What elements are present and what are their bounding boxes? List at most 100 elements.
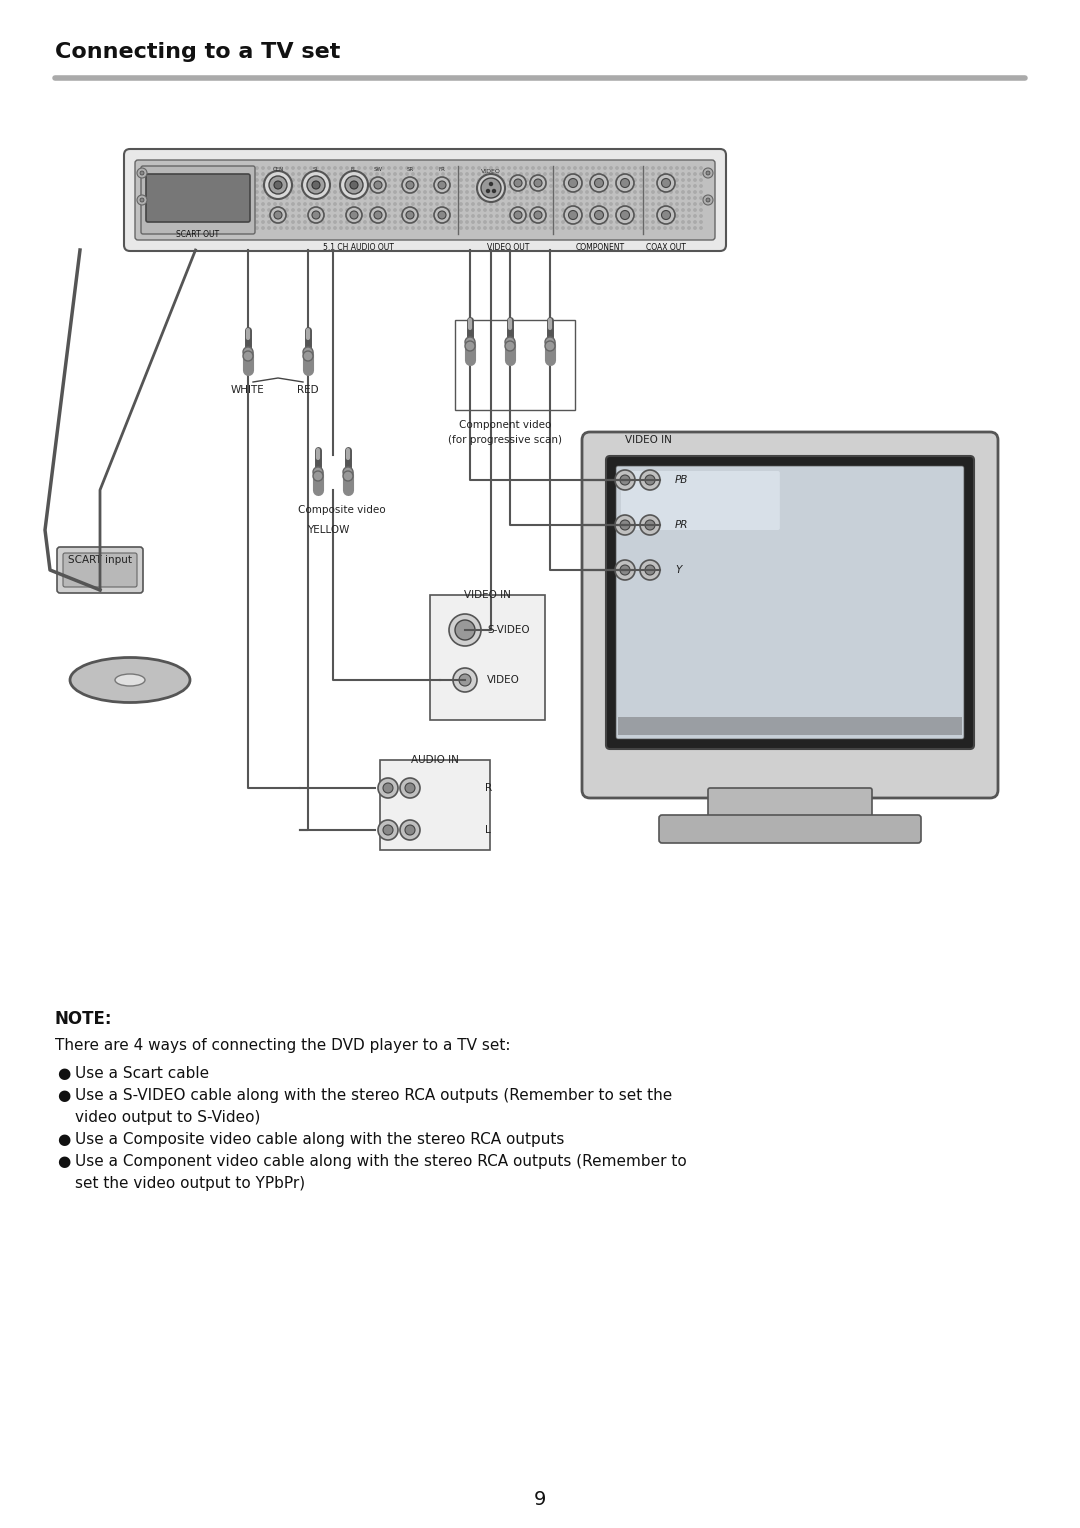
Circle shape: [454, 173, 456, 176]
Circle shape: [322, 197, 324, 199]
Circle shape: [490, 167, 492, 170]
Circle shape: [505, 338, 515, 347]
Circle shape: [652, 226, 654, 229]
Circle shape: [544, 222, 546, 223]
Circle shape: [315, 167, 319, 170]
Circle shape: [202, 209, 204, 211]
Circle shape: [568, 203, 570, 205]
Circle shape: [370, 206, 386, 223]
Circle shape: [472, 209, 474, 211]
Circle shape: [178, 203, 180, 205]
Circle shape: [315, 191, 319, 193]
Circle shape: [202, 226, 204, 229]
Circle shape: [244, 215, 246, 217]
Circle shape: [661, 211, 671, 220]
Circle shape: [178, 215, 180, 217]
Circle shape: [376, 203, 378, 205]
Circle shape: [658, 185, 660, 188]
Circle shape: [280, 222, 282, 223]
Circle shape: [418, 215, 420, 217]
Circle shape: [627, 173, 631, 176]
Circle shape: [364, 173, 366, 176]
Circle shape: [226, 226, 228, 229]
Circle shape: [148, 226, 150, 229]
Circle shape: [220, 222, 222, 223]
Circle shape: [616, 191, 618, 193]
Circle shape: [394, 222, 396, 223]
Circle shape: [492, 189, 496, 193]
Circle shape: [568, 179, 570, 182]
Circle shape: [598, 197, 600, 199]
Circle shape: [442, 173, 444, 176]
Circle shape: [700, 179, 702, 182]
Circle shape: [434, 206, 450, 223]
Circle shape: [286, 209, 288, 211]
Circle shape: [328, 173, 330, 176]
Circle shape: [490, 191, 492, 193]
Circle shape: [334, 222, 336, 223]
Circle shape: [531, 215, 535, 217]
Circle shape: [622, 173, 624, 176]
Circle shape: [693, 203, 697, 205]
Circle shape: [423, 191, 427, 193]
Circle shape: [141, 185, 145, 188]
Circle shape: [190, 173, 192, 176]
Circle shape: [400, 821, 420, 840]
Circle shape: [172, 191, 174, 193]
Circle shape: [664, 226, 666, 229]
Circle shape: [610, 203, 612, 205]
Circle shape: [274, 185, 276, 188]
Circle shape: [364, 197, 366, 199]
Circle shape: [346, 209, 348, 211]
Circle shape: [166, 222, 168, 223]
Circle shape: [232, 226, 234, 229]
Circle shape: [340, 171, 368, 199]
Circle shape: [700, 203, 702, 205]
Circle shape: [383, 782, 393, 793]
Circle shape: [369, 191, 373, 193]
Circle shape: [550, 215, 552, 217]
Circle shape: [580, 209, 582, 211]
Circle shape: [261, 209, 265, 211]
Circle shape: [703, 196, 713, 205]
Circle shape: [585, 185, 589, 188]
Circle shape: [268, 167, 270, 170]
Circle shape: [568, 215, 570, 217]
Circle shape: [357, 226, 361, 229]
Circle shape: [531, 167, 535, 170]
Circle shape: [394, 197, 396, 199]
Circle shape: [508, 203, 510, 205]
Circle shape: [442, 167, 444, 170]
Circle shape: [568, 197, 570, 199]
Circle shape: [340, 203, 342, 205]
Circle shape: [148, 215, 150, 217]
Circle shape: [141, 222, 145, 223]
Circle shape: [166, 197, 168, 199]
Circle shape: [352, 167, 354, 170]
Circle shape: [604, 179, 606, 182]
Circle shape: [340, 215, 342, 217]
Circle shape: [411, 226, 415, 229]
Circle shape: [303, 197, 307, 199]
Circle shape: [382, 173, 384, 176]
Text: NOTE:: NOTE:: [55, 1010, 112, 1028]
Circle shape: [274, 203, 276, 205]
Circle shape: [280, 215, 282, 217]
Circle shape: [556, 191, 558, 193]
Circle shape: [226, 191, 228, 193]
Circle shape: [472, 226, 474, 229]
Circle shape: [153, 167, 157, 170]
Circle shape: [238, 197, 240, 199]
Circle shape: [238, 226, 240, 229]
Circle shape: [166, 215, 168, 217]
Circle shape: [352, 191, 354, 193]
FancyBboxPatch shape: [659, 814, 921, 843]
Circle shape: [622, 222, 624, 223]
Circle shape: [340, 209, 342, 211]
Circle shape: [519, 179, 523, 182]
FancyBboxPatch shape: [616, 466, 964, 740]
Circle shape: [573, 191, 577, 193]
Circle shape: [615, 559, 635, 581]
Circle shape: [303, 209, 307, 211]
Circle shape: [423, 173, 427, 176]
